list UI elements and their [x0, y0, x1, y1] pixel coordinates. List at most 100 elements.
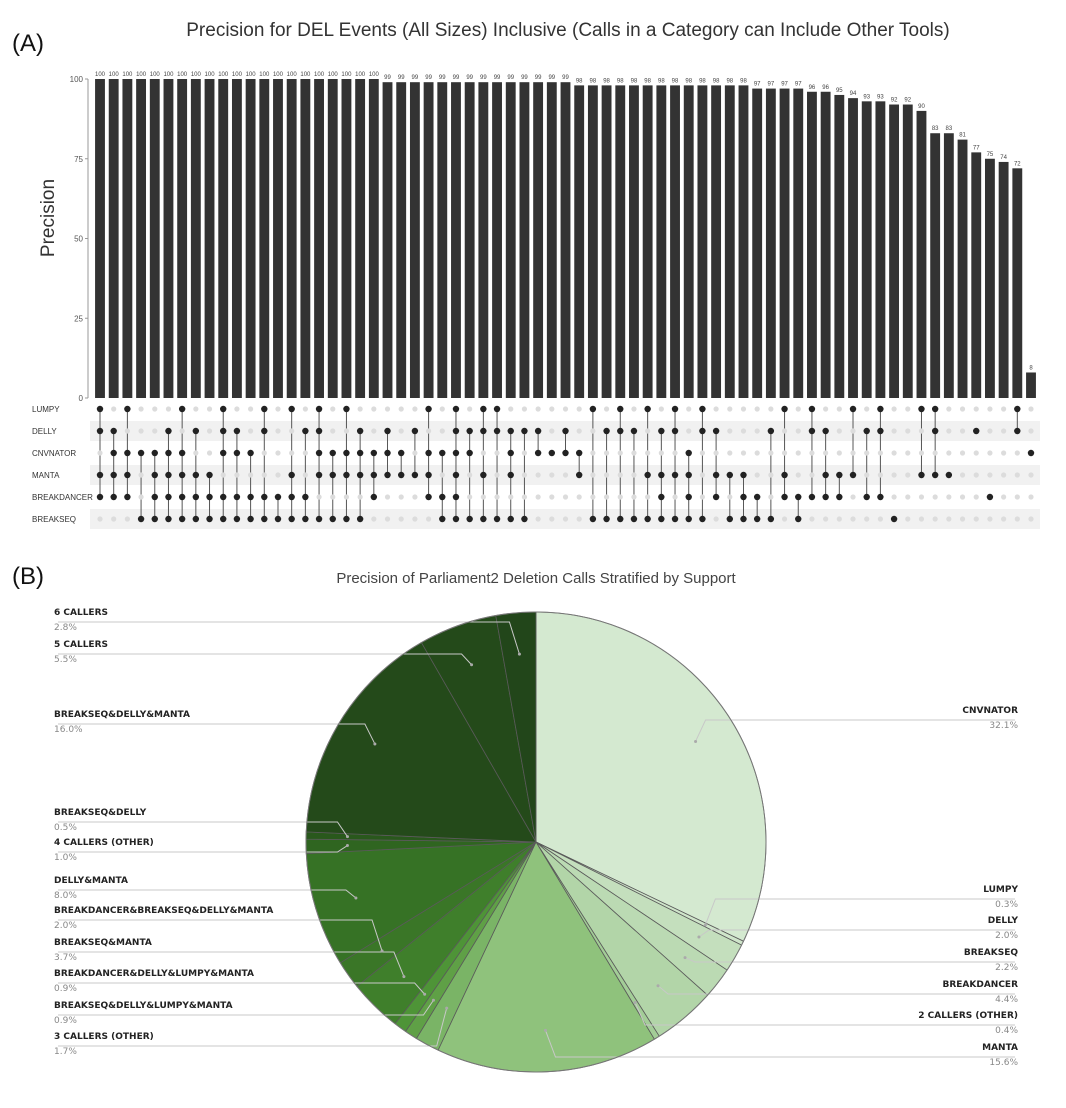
- matrix-dot-on: [329, 471, 336, 479]
- matrix-dot-on: [521, 427, 528, 435]
- matrix-dot-on: [165, 493, 172, 501]
- matrix-dot-off: [576, 516, 582, 522]
- matrix-dot-off: [795, 450, 801, 456]
- pie-slice-label: BREAKSEQ&DELLY&LUMPY&MANTA: [54, 1001, 233, 1011]
- matrix-dot-on: [192, 471, 200, 479]
- bar: [697, 85, 708, 398]
- matrix-dot-off: [549, 428, 555, 434]
- matrix-dot-on: [274, 493, 282, 501]
- pie-leader-dot: [517, 652, 521, 656]
- pie-leader-dot: [380, 949, 384, 953]
- matrix-dot-off: [1014, 494, 1020, 500]
- matrix-dot-on: [192, 427, 200, 435]
- matrix-dot-off: [1001, 450, 1007, 456]
- bar: [492, 82, 502, 398]
- matrix-dot-on: [178, 449, 186, 457]
- bar: [519, 82, 530, 398]
- matrix-dot-on: [507, 449, 514, 457]
- matrix-dot-on: [1014, 405, 1021, 413]
- matrix-dot-on: [480, 471, 487, 479]
- matrix-dot-on: [685, 471, 692, 479]
- matrix-dot-on: [712, 427, 720, 435]
- bar-value-label: 98: [617, 78, 624, 84]
- matrix-dot-off: [439, 472, 445, 478]
- matrix-dot-off: [206, 406, 213, 412]
- matrix-dot-on: [658, 427, 665, 435]
- bar-value-label: 100: [300, 72, 311, 78]
- matrix-dot-on: [151, 515, 158, 523]
- matrix-dot-off: [1028, 406, 1034, 412]
- matrix-dot-off: [248, 472, 254, 478]
- pie-slice-label: CNVNATOR: [962, 706, 1018, 716]
- matrix-dot-on: [124, 449, 131, 457]
- bar-value-label: 99: [507, 75, 514, 81]
- matrix-dot-on: [315, 427, 323, 435]
- matrix-dot-off: [1014, 516, 1020, 522]
- bar-value-label: 99: [439, 75, 446, 81]
- matrix-dot-off: [973, 450, 979, 456]
- matrix-dot-off: [1001, 406, 1007, 412]
- bar: [286, 79, 297, 398]
- set-name-label: BREAKSEQ: [32, 515, 76, 524]
- matrix-dot-on: [945, 471, 953, 479]
- bar: [642, 85, 653, 398]
- pie-slice-label: 6 CALLERS: [54, 608, 108, 618]
- matrix-dot-on: [836, 471, 843, 479]
- matrix-dot-off: [316, 494, 322, 500]
- matrix-dot-off: [576, 428, 582, 434]
- matrix-dot-off: [508, 494, 514, 500]
- matrix-dot-on: [685, 449, 692, 457]
- pie-leader-line: [58, 982, 426, 995]
- matrix-dot-on: [411, 427, 419, 435]
- pie-slice-percent: 1.0%: [54, 853, 77, 863]
- matrix-dot-on: [110, 427, 117, 435]
- bar-value-label: 99: [494, 75, 501, 81]
- matrix-dot-on: [849, 405, 857, 413]
- matrix-dot-on: [178, 405, 186, 413]
- matrix-dot-off: [740, 450, 747, 456]
- bar: [327, 79, 338, 398]
- matrix-dot-off: [371, 406, 377, 412]
- matrix-dot-on: [863, 427, 870, 435]
- matrix-dot-off: [946, 516, 952, 522]
- pie-slice-label: 2 CALLERS (OTHER): [918, 1011, 1018, 1021]
- matrix-dot-off: [1028, 428, 1034, 434]
- panel-a-label: (A): [12, 30, 44, 57]
- bar-value-label: 97: [768, 82, 775, 88]
- matrix-dot-off: [425, 516, 432, 522]
- set-name-label: MANTA: [32, 471, 60, 480]
- bar: [533, 82, 544, 398]
- matrix-dot-off: [494, 494, 500, 500]
- bar-value-label: 100: [369, 72, 380, 78]
- matrix-dot-on: [425, 405, 432, 413]
- pie-leader-dot: [345, 835, 349, 839]
- matrix-dot-on: [274, 515, 282, 523]
- matrix-dot-off: [823, 516, 829, 522]
- matrix-dot-on: [206, 515, 213, 523]
- bar: [231, 79, 242, 398]
- matrix-dot-on: [384, 449, 391, 457]
- bar: [587, 85, 598, 398]
- matrix-dot-on: [658, 515, 665, 523]
- matrix-dot-off: [823, 450, 829, 456]
- matrix-dot-on: [836, 493, 843, 501]
- bar-value-label: 100: [232, 72, 243, 78]
- matrix-dot-on: [877, 427, 884, 435]
- matrix-dot-on: [767, 427, 775, 435]
- matrix-dot-off: [193, 450, 199, 456]
- matrix-dot-on: [507, 427, 514, 435]
- matrix-dot-off: [617, 494, 623, 500]
- matrix-dot-on: [356, 471, 364, 479]
- bar-value-label: 100: [95, 72, 106, 78]
- matrix-dot-off: [111, 516, 117, 522]
- bar: [724, 85, 735, 398]
- matrix-dot-off: [425, 428, 432, 434]
- matrix-dot-off: [905, 450, 911, 456]
- matrix-dot-on: [877, 493, 884, 501]
- matrix-dot-off: [535, 472, 541, 478]
- matrix-dot-on: [315, 471, 323, 479]
- matrix-dot-off: [740, 428, 747, 434]
- matrix-dot-on: [247, 515, 254, 523]
- bar-value-label: 83: [932, 126, 939, 132]
- matrix-dot-on: [178, 493, 186, 501]
